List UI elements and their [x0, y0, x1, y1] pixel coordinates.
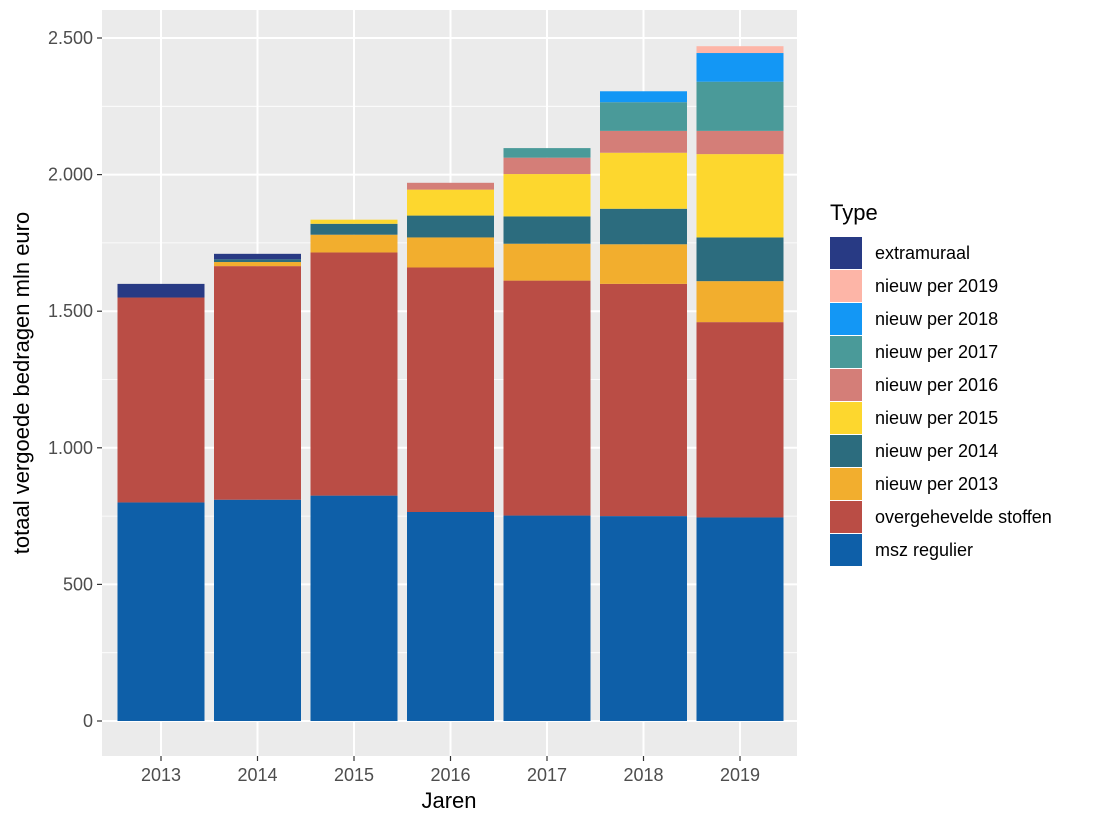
bar-segment [696, 46, 784, 54]
bar-segment [310, 219, 398, 224]
y-tick-label: 2.500 [48, 28, 93, 48]
legend-label: overgehevelde stoffen [875, 507, 1052, 527]
bar-segment [503, 243, 591, 281]
bar-segment [696, 237, 784, 282]
x-tick-label: 2014 [237, 765, 277, 785]
bar-segment [503, 174, 591, 217]
legend-key [830, 468, 862, 500]
bars [117, 46, 784, 721]
y-tick-label: 1.500 [48, 301, 93, 321]
legend-key [830, 435, 862, 467]
legend-key [830, 402, 862, 434]
legend-key [830, 237, 862, 269]
bar-segment [600, 244, 687, 284]
bar-segment [407, 215, 494, 238]
y-tick-label: 2.000 [48, 165, 93, 185]
bar-segment [696, 130, 784, 155]
bar-segment [407, 512, 494, 721]
legend: Type extramuraal nieuw per 2019 nieuw per … [830, 200, 1052, 566]
legend-key [830, 336, 862, 368]
bar-segment [696, 281, 784, 323]
y-axis: 0 500 1.000 1.500 2.000 2.500 [48, 28, 102, 731]
legend-label: nieuw per 2013 [875, 474, 998, 494]
x-tick-label: 2013 [141, 765, 181, 785]
bar-segment [117, 502, 205, 721]
bar-segment [696, 81, 784, 131]
bar-segment [310, 495, 398, 721]
bar-segment [117, 297, 205, 503]
legend-label: nieuw per 2014 [875, 441, 998, 461]
bar-segment [407, 182, 494, 190]
bar-segment [600, 130, 687, 153]
legend-label: nieuw per 2019 [875, 276, 998, 296]
bar-segment [117, 283, 205, 298]
y-axis-title: totaal vergoede bedragen mln euro [9, 212, 34, 554]
bar-segment [407, 267, 494, 513]
legend-label: nieuw per 2017 [875, 342, 998, 362]
bar-segment [600, 91, 687, 103]
legend-key [830, 369, 862, 401]
y-tick-label: 1.000 [48, 438, 93, 458]
x-tick-label: 2017 [527, 765, 567, 785]
legend-label: msz regulier [875, 540, 973, 560]
bar-segment [600, 283, 687, 517]
legend-label: nieuw per 2015 [875, 408, 998, 428]
bar-segment [600, 102, 687, 131]
bar-segment [600, 516, 687, 721]
bar-segment [214, 499, 301, 721]
legend-label: nieuw per 2016 [875, 375, 998, 395]
x-tick-label: 2018 [623, 765, 663, 785]
x-tick-label: 2015 [334, 765, 374, 785]
bar-segment [310, 223, 398, 235]
bar-segment [214, 259, 301, 263]
bar-segment [503, 216, 591, 244]
legend-title: Type [830, 200, 878, 225]
bar-segment [310, 234, 398, 253]
bar-segment [503, 148, 591, 158]
legend-key [830, 303, 862, 335]
bar-segment [696, 154, 784, 238]
bar-segment [503, 515, 591, 721]
bar-segment [407, 237, 494, 268]
x-tick-label: 2016 [430, 765, 470, 785]
bar-segment [214, 262, 301, 267]
bar-segment [696, 53, 784, 82]
legend-key [830, 270, 862, 302]
bar-segment [696, 322, 784, 518]
bar-segment [600, 208, 687, 245]
bar-segment [503, 157, 591, 175]
legend-label: nieuw per 2018 [875, 309, 998, 329]
bar-segment [214, 253, 301, 260]
bar-segment [503, 280, 591, 516]
bar-segment [214, 266, 301, 500]
x-axis: 2013 2014 2015 2016 2017 2018 2019 [141, 756, 760, 785]
x-tick-label: 2019 [720, 765, 760, 785]
legend-key [830, 534, 862, 566]
x-axis-title: Jaren [421, 788, 476, 813]
bar-segment [310, 252, 398, 496]
legend-key [830, 501, 862, 533]
bar-segment [600, 152, 687, 209]
bar-segment [696, 517, 784, 721]
bar-segment [407, 189, 494, 216]
legend-label: extramuraal [875, 243, 970, 263]
y-tick-label: 500 [63, 574, 93, 594]
y-tick-label: 0 [83, 711, 93, 731]
